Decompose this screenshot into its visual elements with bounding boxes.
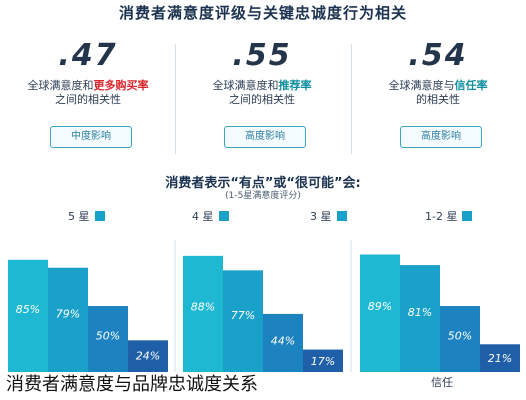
stat-desc-highlight: 更多购买率: [93, 79, 149, 92]
section-title: 消费者表示“有点”或“很可能”会:: [165, 176, 361, 191]
stat-description: 全球满意度与信任率 的相关性: [358, 79, 518, 107]
legend-label: 1-2 星: [425, 210, 458, 223]
legend-item-4star: 4 星: [192, 208, 229, 224]
bar: [440, 306, 480, 372]
stat-desc-text: 之间的相关性: [229, 93, 295, 106]
legend-label: 5 星: [68, 210, 90, 223]
impact-badge: 中度影响: [50, 126, 132, 148]
bar-value-label: 50%: [448, 330, 472, 343]
bar: [48, 267, 88, 372]
x-category-label: 信任: [431, 376, 453, 389]
legend-item-3star: 3 星: [310, 208, 347, 224]
bar-value-label: 85%: [16, 303, 40, 316]
stat-panel-trust: .54 全球满意度与信任率 的相关性 高度影响: [358, 34, 518, 162]
stat-value: .55: [232, 38, 292, 73]
legend-item-5star: 5 星: [68, 208, 105, 224]
bar: [128, 340, 168, 372]
bar-value-label: 17%: [311, 355, 335, 368]
stat-desc-highlight: 信任率: [454, 79, 488, 92]
section-subtitle: (1-5星满意度评分): [225, 191, 301, 201]
legend-swatch: [218, 211, 229, 221]
bar: [183, 255, 223, 372]
stat-desc-text: 之间的相关性: [55, 93, 121, 106]
legend-item-1-2star: 1-2 星: [425, 208, 473, 224]
legend-swatch: [336, 211, 347, 221]
bar-value-label: 77%: [231, 309, 255, 322]
bar-value-label: 50%: [96, 330, 120, 343]
bar-value-label: 88%: [191, 301, 215, 314]
bar-value-label: 24%: [136, 350, 160, 363]
bar: [400, 265, 440, 372]
bar: [303, 349, 343, 372]
bar: [263, 313, 303, 372]
legend-swatch: [94, 211, 105, 221]
stat-panel-recommend: .55 全球满意度和推荐率 之间的相关性 高度影响: [182, 34, 342, 162]
bar: [223, 270, 263, 372]
legend-label: 4 星: [192, 210, 214, 223]
legend-swatch: [462, 211, 473, 221]
stat-desc-text: 的相关性: [416, 93, 460, 106]
impact-badge: 高度影响: [400, 126, 482, 148]
bar-value-label: 79%: [56, 308, 80, 321]
bar-value-label: 81%: [408, 306, 432, 319]
bar-value-label: 21%: [488, 352, 512, 365]
impact-badge: 高度影响: [224, 126, 306, 148]
stat-desc-highlight: 推荐率: [278, 79, 312, 92]
bar: [480, 344, 520, 372]
caption: 消费者满意度与品牌忠诚度关系: [0, 372, 264, 400]
bar-value-label: 89%: [368, 300, 392, 313]
stat-value: .54: [408, 38, 468, 73]
infographic-title: 消费者满意度评级与关键忠诚度行为相关: [118, 4, 407, 22]
legend-label: 3 星: [310, 210, 332, 223]
divider: [175, 44, 176, 154]
stat-desc-text: 全球满意度和: [212, 79, 279, 92]
stat-description: 全球满意度和推荐率 之间的相关性: [182, 79, 342, 107]
stat-panel-purchase: .47 全球满意度和更多购买率 之间的相关性 中度影响: [8, 34, 168, 162]
divider: [351, 44, 352, 154]
stat-desc-text: 全球满意度和: [27, 79, 94, 92]
stat-desc-text: 全球满意度与: [388, 79, 455, 92]
bar: [360, 254, 400, 372]
stat-description: 全球满意度和更多购买率 之间的相关性: [8, 79, 168, 107]
bar-value-label: 44%: [271, 334, 295, 347]
bar: [8, 259, 48, 372]
bar: [88, 306, 128, 372]
stat-value: .47: [58, 38, 118, 73]
